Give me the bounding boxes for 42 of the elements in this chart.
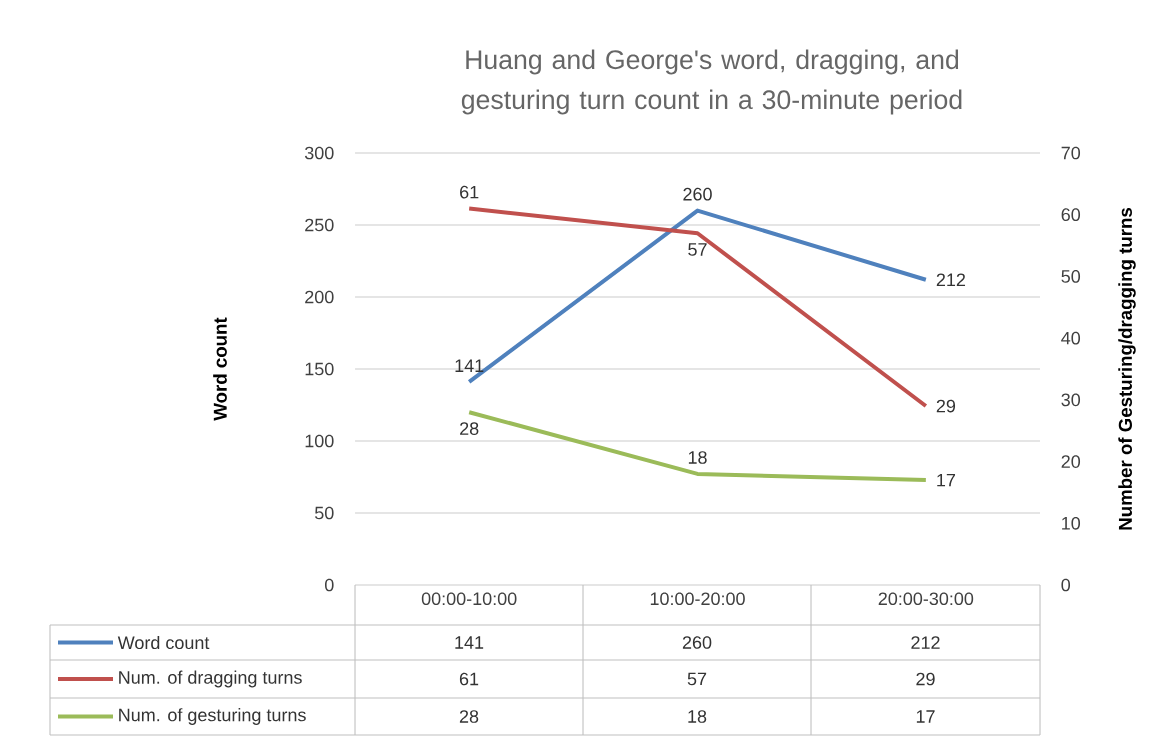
data-label: 57 xyxy=(687,672,707,686)
data-label: 17 xyxy=(916,710,935,723)
data-label: 260 xyxy=(682,636,712,649)
data-label: 18 xyxy=(688,710,707,723)
chart-title: Huang and George's word, dragging, and gesturing turn count in a 30-minute period xyxy=(461,49,962,115)
legend-label: Num. of gesturing turns xyxy=(119,708,306,725)
y2-tick-label: 30 xyxy=(1061,393,1081,407)
y2-tick-label: 50 xyxy=(1061,270,1081,283)
y-tick-label: 0 xyxy=(325,578,334,592)
text: 28 xyxy=(460,422,479,435)
y-tick-label: 150 xyxy=(305,362,334,376)
text: 18 xyxy=(688,451,707,464)
text: 141 xyxy=(455,359,484,372)
y-tick-label: 100 xyxy=(305,434,334,448)
data-label: 61 xyxy=(459,672,479,686)
legend-label: Num. of dragging turns xyxy=(119,670,302,688)
x-tick-label: 20:00-30:00 xyxy=(878,592,974,606)
text: 260 xyxy=(683,187,712,201)
y2-tick-label: 60 xyxy=(1061,208,1081,222)
y2-tick-label: 70 xyxy=(1061,146,1081,160)
text: 57 xyxy=(688,243,707,256)
text: 61 xyxy=(460,185,479,199)
x-tick-label: 10:00-20:00 xyxy=(650,592,745,606)
data-label: 141 xyxy=(455,636,484,649)
legend-label: Word count xyxy=(117,635,210,650)
data-label: 29 xyxy=(916,672,935,686)
text: 212 xyxy=(936,273,966,286)
y-axis-title: Word count xyxy=(213,317,227,421)
text: 29 xyxy=(936,399,956,413)
data-label: 28 xyxy=(459,710,479,723)
y2-axis-title: Number of Gesturing/dragging turns xyxy=(1118,207,1136,530)
y-tick-label: 250 xyxy=(305,218,334,232)
y2-tick-label: 0 xyxy=(1061,578,1071,592)
x-tick-label: 00:00-10:00 xyxy=(421,592,517,606)
data-label: 212 xyxy=(911,636,940,649)
y2-tick-label: 20 xyxy=(1061,455,1081,468)
text: 17 xyxy=(937,473,956,487)
y-tick-label: 300 xyxy=(304,146,334,160)
y-tick-label: 200 xyxy=(305,290,334,304)
y2-tick-label: 10 xyxy=(1062,516,1081,530)
y2-tick-label: 40 xyxy=(1061,331,1081,345)
y-tick-label: 50 xyxy=(314,506,334,520)
